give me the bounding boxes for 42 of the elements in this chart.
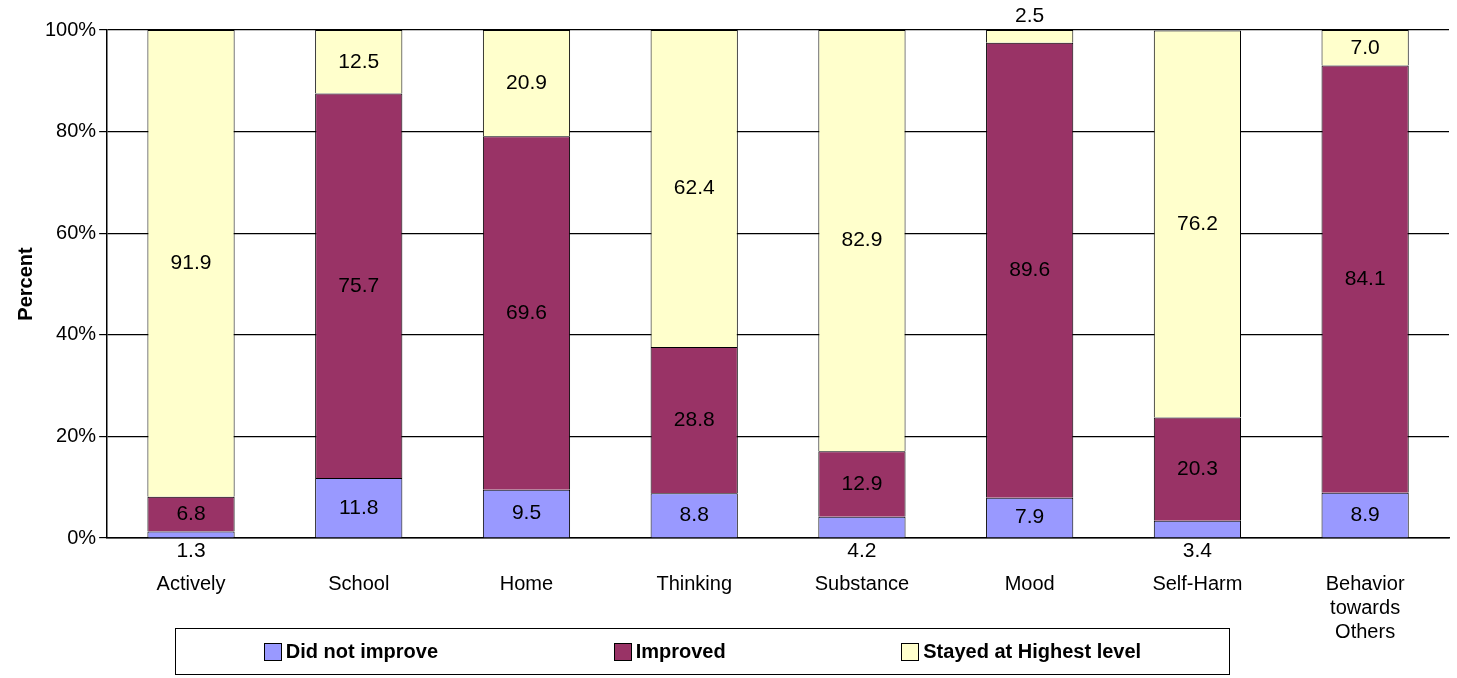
data-label: 1.3 (176, 538, 206, 562)
data-label: 82.9 (841, 227, 883, 251)
data-label: 76.2 (1176, 210, 1218, 234)
x-tick-label: Mood (1004, 571, 1055, 594)
data-label: 69.6 (506, 299, 547, 323)
x-tick-label: Home (499, 571, 554, 594)
data-label: 20.9 (506, 69, 547, 93)
legend-label: Stayed at Highest level (923, 640, 1142, 663)
y-tick-label: 60% (56, 220, 97, 243)
x-tick-label: Behavior towards Others (1325, 571, 1405, 642)
data-label: 8.8 (679, 502, 709, 526)
data-label: 8.9 (1350, 501, 1380, 525)
x-tick-label: Actively (156, 571, 226, 594)
data-label: 6.8 (176, 500, 206, 524)
data-label: 89.6 (1009, 257, 1051, 281)
y-axis-title: Percent (13, 246, 36, 321)
x-tick-label: Thinking (656, 571, 733, 594)
data-label: 84.1 (1344, 265, 1386, 289)
data-label: 7.9 (1015, 504, 1045, 528)
data-label: 91.9 (170, 250, 212, 274)
data-label: 11.8 (339, 494, 379, 518)
y-tick-label: 80% (56, 119, 97, 142)
y-tick-label: 40% (56, 322, 97, 345)
x-tick-label: Substance (814, 571, 910, 594)
x-tick-label: Self-Harm (1152, 571, 1243, 594)
data-label: 7.0 (1350, 34, 1380, 58)
y-tick-label: 20% (56, 423, 97, 446)
y-tick-label: 100% (45, 17, 97, 40)
data-label: 75.7 (338, 272, 380, 296)
data-label: 3.4 (1182, 538, 1213, 562)
data-label: 20.3 (1176, 455, 1218, 479)
data-label: 9.5 (511, 500, 542, 524)
y-tick-label: 0% (67, 525, 97, 548)
legend-label: Did not improve (285, 640, 439, 663)
legend-label: Improved (635, 640, 726, 663)
data-label: 12.9 (841, 470, 883, 494)
x-tick-label: School (328, 571, 390, 594)
data-label: 28.8 (673, 406, 715, 430)
data-label: 4.2 (847, 538, 877, 562)
data-label: 2.5 (1015, 3, 1045, 27)
data-label: 62.4 (673, 175, 715, 199)
data-label: 12.5 (338, 48, 380, 72)
